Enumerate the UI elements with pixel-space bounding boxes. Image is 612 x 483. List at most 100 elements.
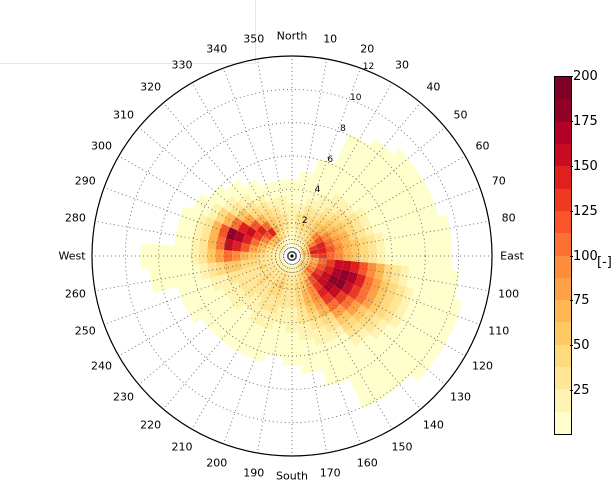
- heatmap-cell: [325, 244, 336, 253]
- heatmap-cell: [381, 160, 403, 184]
- heatmap-cell: [242, 234, 253, 245]
- heatmap-cell: [305, 198, 318, 210]
- heatmap-cell: [215, 304, 232, 322]
- heatmap-cell: [414, 290, 431, 317]
- colorbar-tick-label: 150: [570, 158, 598, 174]
- colorbar-tick-label: 125: [570, 203, 598, 219]
- angular-gridline: [291, 255, 446, 385]
- heatmap-cell: [249, 280, 262, 293]
- heatmap-cell: [201, 277, 215, 296]
- heatmap-cell: [338, 269, 350, 282]
- heatmap-cell: [288, 290, 296, 300]
- heatmap-cell: [334, 277, 347, 291]
- heatmap-cell: [438, 269, 452, 298]
- heatmap-cell: [284, 238, 290, 247]
- heatmap-cell: [398, 265, 410, 287]
- heatmap-cell: [281, 239, 288, 248]
- heatmap-cell: [369, 172, 389, 193]
- heatmap-cell: [304, 266, 314, 275]
- heatmap-cell: [289, 229, 295, 238]
- angular-tick-label: 60: [475, 139, 490, 153]
- angular-tick-label: 40: [426, 80, 441, 94]
- heatmap-cell: [192, 192, 209, 214]
- heatmap-cell: [301, 248, 310, 254]
- heatmap-cell: [257, 298, 271, 311]
- heatmap-cell: [399, 286, 415, 310]
- angular-tick-label: 20: [360, 42, 375, 56]
- heatmap-cell: [302, 234, 311, 244]
- heatmap-cell: [387, 333, 410, 358]
- heatmap-cell: [322, 363, 346, 379]
- heatmap-cell: [300, 346, 319, 358]
- radial-gridline: [124, 88, 460, 424]
- heatmap-cell: [368, 295, 385, 315]
- colorbar-segment: [555, 143, 571, 167]
- heatmap-cell: [215, 190, 232, 208]
- colorbar: [554, 76, 572, 435]
- heatmap-cell: [382, 264, 394, 283]
- heatmap-cell: [333, 242, 344, 253]
- heatmap-cell: [267, 240, 277, 249]
- heatmap-cell: [276, 305, 288, 316]
- heatmap-cell: [280, 230, 288, 240]
- heatmap-cell: [266, 244, 276, 252]
- heatmap-cell: [266, 302, 279, 314]
- heatmap-cell: [430, 216, 444, 244]
- heatmap-cell: [331, 234, 342, 245]
- heatmap-cell: [267, 263, 277, 272]
- radial-gridline: [258, 222, 326, 290]
- angular-gridline: [291, 255, 421, 410]
- heatmap-cell: [406, 223, 419, 246]
- heatmap-cell: [252, 231, 264, 242]
- heatmap-cell: [297, 263, 305, 272]
- angular-tick-label: 30: [395, 58, 409, 72]
- heatmap-cell: [232, 240, 243, 252]
- heatmap-cell: [263, 231, 274, 241]
- angular-gridline: [223, 255, 293, 445]
- heatmap-cell: [271, 224, 281, 235]
- colorbar-segment: [555, 367, 571, 390]
- heatmap-cell: [310, 231, 321, 241]
- angular-tick-label: 190: [243, 466, 265, 480]
- heatmap-cell: [242, 267, 253, 278]
- heatmap-cell: [249, 340, 268, 355]
- heatmap-cell: [265, 346, 284, 358]
- heatmap-cell: [363, 314, 383, 334]
- heatmap-cell: [359, 339, 382, 360]
- colorbar-tick-label: 75: [570, 293, 590, 309]
- heatmap-cell: [388, 183, 407, 206]
- corner-panel: [0, 0, 256, 64]
- heatmap-cell: [409, 244, 419, 268]
- heatmap-cell: [309, 257, 319, 263]
- heatmap-cell: [297, 240, 305, 249]
- heatmap-cell: [355, 159, 376, 179]
- heatmap-cell: [393, 148, 417, 174]
- heatmap-cell: [376, 213, 391, 232]
- angular-tick-label: 240: [90, 359, 112, 373]
- heatmap-cell: [295, 204, 306, 215]
- heatmap-cell: [249, 206, 263, 220]
- heatmap-cell: [316, 286, 329, 299]
- heatmap-cell: [310, 291, 322, 303]
- heatmap-cell: [310, 209, 322, 221]
- heatmap-cell: [414, 221, 427, 245]
- angular-gridline: [291, 102, 421, 257]
- heatmap-cell: [177, 284, 193, 307]
- heatmap-cell: [299, 231, 308, 241]
- angular-tick-label: 230: [112, 390, 134, 404]
- colorbar-segment: [555, 255, 571, 278]
- angular-gridline: [103, 255, 293, 325]
- heatmap-cell: [249, 292, 263, 306]
- radial-gridline: [158, 122, 426, 390]
- heatmap-cell: [242, 213, 256, 227]
- heatmap-cell: [301, 287, 311, 298]
- heatmap-cell: [174, 225, 186, 247]
- heatmap-cell: [395, 178, 415, 203]
- heatmap-cell: [331, 267, 342, 278]
- angular-tick-label: 290: [74, 174, 96, 188]
- center-marker-ring: [287, 251, 297, 261]
- heatmap-cell: [265, 253, 274, 259]
- heatmap-cell: [240, 242, 251, 253]
- heatmap-cell: [369, 138, 394, 161]
- heatmap-cell: [307, 227, 317, 238]
